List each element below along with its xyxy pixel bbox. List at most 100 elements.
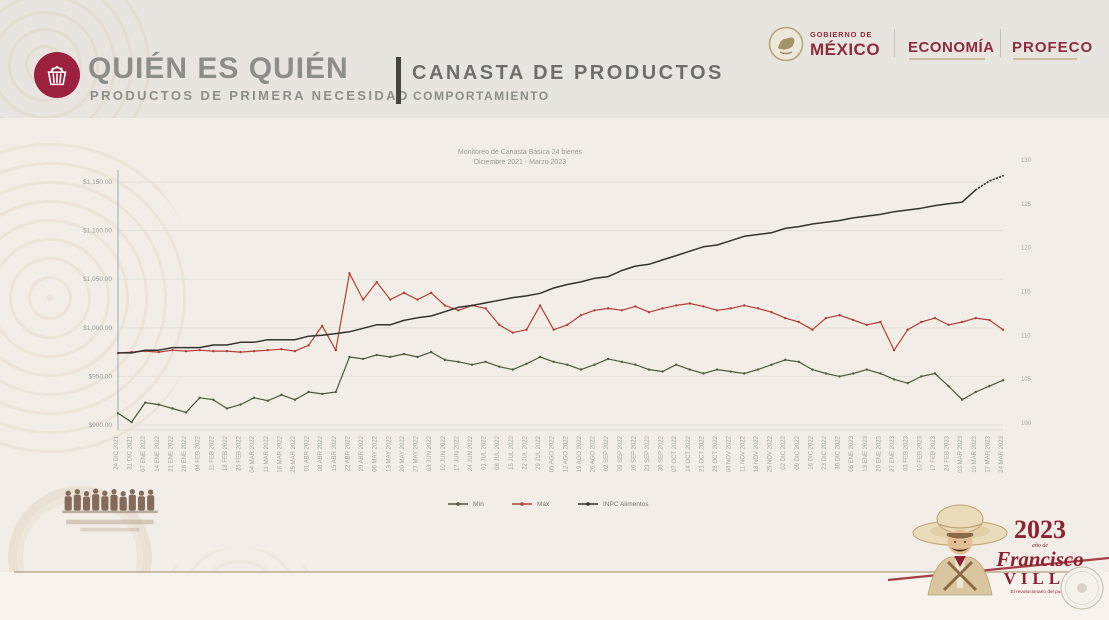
- francisco-villa-emblem: 2023 año de Francisco VILLA El revolucio…: [888, 504, 1109, 610]
- svg-text:30 DIC 2022: 30 DIC 2022: [836, 435, 842, 469]
- svg-text:26 AGO 2022: 26 AGO 2022: [591, 435, 597, 472]
- svg-text:$1,150.00: $1,150.00: [83, 179, 112, 186]
- profeco-wordmark: PROFECO: [1012, 39, 1094, 56]
- villa-seal: [1060, 566, 1104, 610]
- brand-title: QUIÉN ES QUIÉN: [88, 52, 349, 85]
- svg-text:20 MAY 2022: 20 MAY 2022: [400, 435, 406, 471]
- gobierno-mexico-eagle-icon: [768, 26, 804, 62]
- svg-text:22 JUL 2022: 22 JUL 2022: [522, 435, 528, 469]
- svg-text:18 NOV 2022: 18 NOV 2022: [754, 435, 760, 472]
- svg-text:14 OCT 2022: 14 OCT 2022: [686, 435, 692, 472]
- svg-text:Mín: Mín: [473, 501, 484, 508]
- footer-rule: [14, 571, 1090, 573]
- red-banner-line: [888, 556, 1109, 582]
- svg-text:07 ENE 2022: 07 ENE 2022: [141, 435, 147, 471]
- svg-text:24 DIC 2021: 24 DIC 2021: [114, 435, 120, 469]
- quien-es-quien-logo: [34, 52, 80, 98]
- series-INPC Alimentos: [118, 174, 1004, 354]
- left-axis-labels: $1,150.00 $1,100.00 $1,050.00 $1,000.00 $950…: [83, 179, 112, 429]
- svg-text:27 MAY 2022: 27 MAY 2022: [414, 435, 420, 471]
- gov-logo-divider-2: [1000, 29, 1001, 57]
- svg-text:07 OCT 2022: 07 OCT 2022: [672, 435, 678, 472]
- svg-text:25 NOV 2022: 25 NOV 2022: [768, 435, 774, 472]
- svg-text:29 ABR 2022: 29 ABR 2022: [359, 435, 365, 471]
- svg-text:16 DIC 2022: 16 DIC 2022: [808, 435, 814, 469]
- crowd-figures: [62, 488, 158, 514]
- svg-text:$1,100.00: $1,100.00: [83, 228, 112, 235]
- svg-text:17 JUN 2022: 17 JUN 2022: [454, 435, 460, 471]
- svg-text:17 FEB 2023: 17 FEB 2023: [931, 435, 937, 471]
- economia-wordmark: ECONOMÍA: [908, 39, 995, 56]
- gridlines: [118, 181, 1003, 431]
- svg-text:11 MAR 2022: 11 MAR 2022: [264, 435, 270, 472]
- gobierno-de-mexico-wordmark: GOBIERNO DE MÉXICO: [810, 31, 880, 58]
- right-axis-labels: 130 125 120 115 110 105 100: [1021, 158, 1032, 427]
- svg-text:10 JUN 2022: 10 JUN 2022: [441, 435, 447, 471]
- svg-text:125: 125: [1021, 202, 1032, 208]
- svg-text:Máx: Máx: [537, 501, 550, 508]
- svg-text:03 MAR 2023: 03 MAR 2023: [958, 435, 964, 472]
- svg-text:08 ABR 2022: 08 ABR 2022: [318, 435, 324, 471]
- svg-text:105: 105: [1021, 377, 1032, 383]
- section-subtitle: COMPORTAMIENTO: [413, 89, 550, 103]
- svg-text:11 FEB 2022: 11 FEB 2022: [209, 435, 215, 470]
- svg-text:03 JUN 2022: 03 JUN 2022: [427, 435, 433, 471]
- watermark-caption-strip-2: [80, 527, 140, 532]
- svg-text:14 ENE 2022: 14 ENE 2022: [155, 435, 161, 471]
- svg-text:16 SEP 2022: 16 SEP 2022: [631, 435, 637, 471]
- svg-text:10 FEB 2023: 10 FEB 2023: [917, 435, 923, 471]
- svg-text:01 ABR 2022: 01 ABR 2022: [305, 435, 311, 471]
- svg-text:29 JUL 2022: 29 JUL 2022: [536, 435, 542, 469]
- svg-text:04 NOV 2022: 04 NOV 2022: [727, 435, 733, 472]
- svg-text:02 DIC 2022: 02 DIC 2022: [781, 435, 787, 469]
- villa-surname: VILLA: [1004, 569, 1083, 588]
- basket-icon: [47, 65, 67, 86]
- svg-text:28 ENE 2022: 28 ENE 2022: [182, 435, 188, 471]
- svg-text:04 FEB 2022: 04 FEB 2022: [196, 435, 202, 471]
- svg-text:15 ABR 2022: 15 ABR 2022: [332, 435, 338, 471]
- svg-text:06 MAY 2022: 06 MAY 2022: [373, 435, 379, 471]
- svg-text:18 FEB 2022: 18 FEB 2022: [223, 435, 229, 471]
- svg-text:05 AGO 2022: 05 AGO 2022: [550, 435, 556, 472]
- svg-text:09 SEP 2022: 09 SEP 2022: [618, 435, 624, 471]
- series-Mín: [116, 350, 1005, 424]
- historical-photo-watermark: [62, 488, 158, 532]
- villa-portrait: [912, 504, 1008, 596]
- svg-text:08 JUL 2022: 08 JUL 2022: [495, 435, 501, 469]
- svg-text:18 MAR 2022: 18 MAR 2022: [277, 435, 283, 472]
- svg-text:23 DIC 2022: 23 DIC 2022: [822, 435, 828, 469]
- villa-year: 2023: [1014, 515, 1066, 544]
- svg-text:15 JUL 2022: 15 JUL 2022: [509, 435, 515, 469]
- mexico-label: MÉXICO: [810, 39, 881, 59]
- gobierno-de-label: GOBIERNO DE: [810, 30, 873, 39]
- series-Máx: [116, 272, 1005, 355]
- svg-text:24 JUN 2022: 24 JUN 2022: [468, 435, 474, 471]
- svg-text:$1,050.00: $1,050.00: [83, 276, 112, 283]
- svg-text:30 SEP 2022: 30 SEP 2022: [659, 435, 665, 471]
- svg-text:06 ENE 2023: 06 ENE 2023: [849, 435, 855, 471]
- svg-text:$900.00: $900.00: [89, 422, 113, 429]
- svg-text:110: 110: [1021, 333, 1031, 339]
- villa-tagline: El revolucionario del pueblo: [1011, 589, 1070, 595]
- svg-text:$1,000.00: $1,000.00: [83, 325, 112, 332]
- svg-text:130: 130: [1021, 158, 1032, 164]
- svg-text:Monitoreo de Canasta Básica 24: Monitoreo de Canasta Básica 24 bienes: [458, 149, 583, 156]
- chart-legend: Mín Máx INPC Alimentos: [448, 501, 649, 508]
- svg-text:11 NOV 2022: 11 NOV 2022: [740, 435, 746, 472]
- svg-text:20 ENE 2023: 20 ENE 2023: [876, 435, 882, 471]
- chart-title: Monitoreo de Canasta Básica 24 bienes Dic…: [458, 149, 583, 166]
- svg-text:22 ABR 2022: 22 ABR 2022: [345, 435, 351, 471]
- footer-strip: [0, 572, 1109, 620]
- watermark-caption-strip: [66, 519, 154, 525]
- svg-text:01 JUL 2022: 01 JUL 2022: [482, 435, 488, 469]
- svg-text:27 ENE 2023: 27 ENE 2023: [890, 435, 896, 471]
- svg-text:13 ENE 2023: 13 ENE 2023: [863, 435, 869, 471]
- svg-text:INPC Alimentos: INPC Alimentos: [603, 501, 649, 508]
- economia-underline: [909, 58, 985, 60]
- villa-first-name: Francisco: [995, 547, 1084, 571]
- svg-text:25 FEB 2022: 25 FEB 2022: [237, 435, 243, 471]
- villa-pre-label: año de: [1032, 543, 1049, 549]
- svg-text:09 DIC 2022: 09 DIC 2022: [795, 435, 801, 469]
- gov-logo-divider-1: [894, 29, 895, 57]
